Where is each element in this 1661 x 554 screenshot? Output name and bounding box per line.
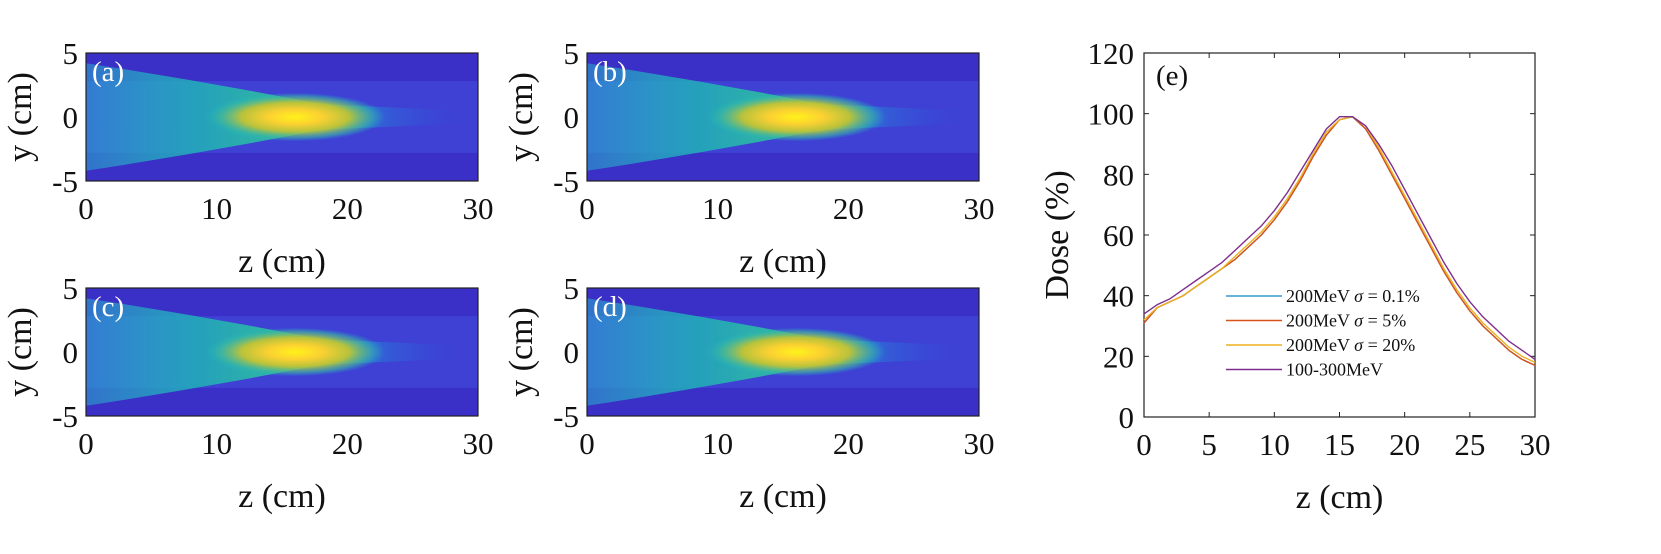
dose-peak-core xyxy=(705,327,887,377)
y-tick-label: 0 xyxy=(1119,400,1135,435)
x-tick-label: 20 xyxy=(332,191,363,226)
legend: 200MeV σ = 0.1%200MeV σ = 5%200MeV σ = 2… xyxy=(1226,286,1420,380)
x-tick-label: 0 xyxy=(78,426,94,461)
x-tick-label: 30 xyxy=(463,191,494,226)
y-axis-label: y (cm) xyxy=(503,307,540,397)
legend-entry: 200MeV σ = 5% xyxy=(1286,311,1406,331)
x-tick-label: 15 xyxy=(1324,427,1355,462)
y-tick-label: 0 xyxy=(63,100,79,135)
y-tick-label: 20 xyxy=(1103,339,1134,374)
dose-peak-core xyxy=(204,92,386,142)
legend-text-part: 200MeV xyxy=(1286,311,1354,331)
legend-text-part: 200MeV xyxy=(1286,286,1354,306)
y-tick-label: 120 xyxy=(1088,36,1135,71)
x-tick-label: 20 xyxy=(332,426,363,461)
x-axis-label: z (cm) xyxy=(238,478,326,515)
y-tick-label: 0 xyxy=(63,335,79,370)
legend-sigma: σ xyxy=(1354,311,1364,331)
y-tick-label: 5 xyxy=(63,36,79,71)
x-axis-label: z (cm) xyxy=(1296,479,1384,516)
y-axis-label: y (cm) xyxy=(2,72,39,162)
dose-line-chart: 0 5 10 15 20 25 30 0 20 40 60 80 100 120 (e) 200MeV σ =… xyxy=(1039,36,1551,516)
x-tick-label: 30 xyxy=(463,426,494,461)
legend-text-part: = 0.1% xyxy=(1363,286,1420,306)
legend-entry: 100-300MeV xyxy=(1286,360,1383,380)
heatmap-frame xyxy=(586,287,980,417)
heatmap-panel: (c)50-50 10 20 30z (cm)y (cm) xyxy=(2,271,494,515)
legend-sigma: σ xyxy=(1354,286,1364,306)
x-tick-label: 10 xyxy=(702,426,733,461)
heatmap-panel: (a)50-50 10 20 30z (cm)y (cm) xyxy=(2,36,494,280)
panel-label: (d) xyxy=(593,291,627,323)
legend-text-part: 200MeV xyxy=(1286,335,1354,355)
x-tick-label: 5 xyxy=(1201,427,1217,462)
x-tick-label: 10 xyxy=(1259,427,1290,462)
panel-label: (a) xyxy=(92,56,124,88)
panel-label: (e) xyxy=(1156,60,1188,92)
legend-text-part: = 5% xyxy=(1363,311,1406,331)
x-tick-label: 0 xyxy=(78,191,94,226)
y-tick-label: 5 xyxy=(564,36,580,71)
x-tick-label: 0 xyxy=(579,426,595,461)
y-tick-label: -5 xyxy=(52,399,78,434)
y-tick-label: -5 xyxy=(52,164,78,199)
x-axis-label: z (cm) xyxy=(238,243,326,280)
dose-peak-core xyxy=(204,327,386,377)
y-tick-label: -5 xyxy=(553,164,579,199)
x-tick-label: 0 xyxy=(1136,427,1152,462)
x-tick-label: 0 xyxy=(579,191,595,226)
heatmap-frame xyxy=(85,52,479,182)
x-tick-label: 10 xyxy=(201,191,232,226)
y-tick-label: 80 xyxy=(1103,157,1134,192)
heatmap-panels: (a)50-50 10 20 30z (cm)y (cm)(b)50-50 10 20 30… xyxy=(2,36,995,515)
x-tick-label: 30 xyxy=(964,191,995,226)
y-tick-label: 40 xyxy=(1103,279,1134,314)
x-axis-label: z (cm) xyxy=(739,478,827,515)
series-line xyxy=(1143,115,1536,364)
y-tick-label: 0 xyxy=(564,100,580,135)
legend-text-part: = 20% xyxy=(1363,335,1415,355)
x-tick-label: 30 xyxy=(964,426,995,461)
panel-label: (b) xyxy=(593,56,627,88)
heatmap-frame xyxy=(586,52,980,182)
x-tick-label: 20 xyxy=(833,191,864,226)
panel-label: (c) xyxy=(92,291,124,323)
y-tick-label: 5 xyxy=(63,271,79,306)
x-tick-label: 10 xyxy=(702,191,733,226)
heatmap-panel: (d)50-50 10 20 30z (cm)y (cm) xyxy=(503,271,995,515)
heatmap-panel: (b)50-50 10 20 30z (cm)y (cm) xyxy=(503,36,995,280)
heatmap-frame xyxy=(85,287,479,417)
legend-entry: 200MeV σ = 0.1% xyxy=(1286,286,1420,306)
x-axis-label: z (cm) xyxy=(739,243,827,280)
dose-peak-core xyxy=(705,92,887,142)
y-axis-label: Dose (%) xyxy=(1039,170,1076,299)
x-tick-label: 20 xyxy=(833,426,864,461)
legend-entry: 200MeV σ = 20% xyxy=(1286,335,1415,355)
x-tick-label: 25 xyxy=(1454,427,1485,462)
y-tick-label: 0 xyxy=(564,335,580,370)
y-tick-label: 5 xyxy=(564,271,580,306)
x-tick-label: 30 xyxy=(1520,427,1551,462)
y-tick-label: 60 xyxy=(1103,218,1134,253)
y-tick-label: -5 xyxy=(553,399,579,434)
y-axis-label: y (cm) xyxy=(2,307,39,397)
x-tick-label: 20 xyxy=(1389,427,1420,462)
legend-text-part: 100-300MeV xyxy=(1286,360,1383,380)
y-tick-label: 100 xyxy=(1088,97,1135,132)
x-tick-label: 10 xyxy=(201,426,232,461)
series-line xyxy=(1143,115,1536,360)
y-axis-label: y (cm) xyxy=(503,72,540,162)
legend-sigma: σ xyxy=(1354,335,1364,355)
